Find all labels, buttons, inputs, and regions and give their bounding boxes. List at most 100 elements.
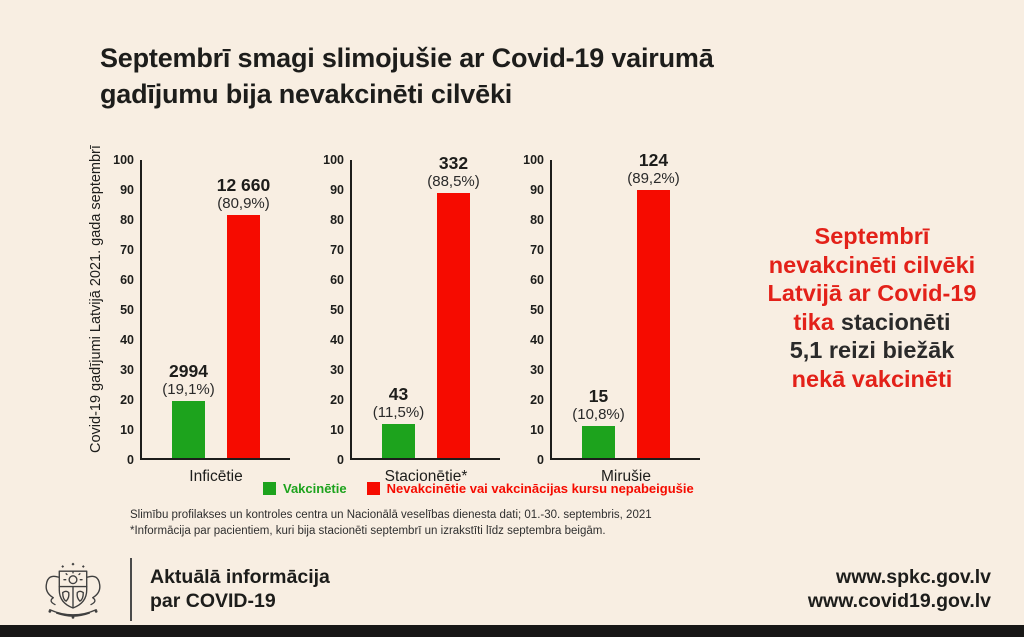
callout-line2: nevakcinēti cilvēki — [768, 251, 976, 278]
bar-group-vaccinated: 2994 (19,1%) — [162, 361, 215, 458]
y-axis-tick: 50 — [120, 303, 134, 317]
y-axis-tick: 60 — [530, 273, 544, 287]
bar-percent: (80,9%) — [217, 195, 270, 213]
bar-count: 15 — [588, 385, 609, 406]
y-axis-tick: 70 — [530, 243, 544, 257]
callout-line4: tika stacionēti — [742, 308, 1002, 337]
bar-percent: (10,8%) — [572, 405, 625, 423]
y-axis-tick: 70 — [330, 243, 344, 257]
footer-urls: www.spkc.gov.lv www.covid19.gov.lv — [808, 565, 991, 613]
y-axis-tick: 80 — [120, 213, 134, 227]
chart-mirusie: 100 90 80 70 60 50 40 30 20 10 0 15 (10,8%) 124 (8… — [514, 151, 724, 494]
chart-inficetie: 100 90 80 70 60 50 40 30 20 10 0 2994 (19,1%) 12 6… — [104, 154, 314, 494]
y-axis-tick: 100 — [113, 153, 134, 167]
callout-line6: nekā vakcinēti — [791, 365, 953, 392]
plot-area: 43 (11,5%) 332 (88,5%) — [350, 153, 500, 460]
callout-line5: 5,1 reizi biežāk — [789, 337, 955, 363]
y-axis-tick: 90 — [120, 183, 134, 197]
callout-line1: Septembrī — [814, 223, 930, 249]
callout-line4-red: tika — [793, 308, 834, 335]
bar-value-label: 15 (10,8%) — [524, 385, 674, 426]
y-axis-tick: 80 — [530, 213, 544, 227]
bar-value-label: 43 (11,5%) — [324, 383, 474, 424]
y-axis-tick: 50 — [530, 303, 544, 317]
legend-swatch-red — [366, 482, 380, 495]
y-axis-ticks: 100 90 80 70 60 50 40 30 20 10 0 — [104, 153, 134, 467]
footnotes: Slimību profilakses un kontroles centra … — [130, 507, 652, 539]
bar-percent: (88,5%) — [427, 172, 480, 190]
y-axis-tick: 40 — [120, 333, 134, 347]
legend-label: Vakcinētie — [283, 481, 347, 496]
bar-value-label: 332 (88,5%) — [379, 152, 529, 193]
bottom-bar — [0, 625, 1024, 637]
bar-value-label: 12 660 (80,9%) — [169, 176, 319, 215]
bar-group-vaccinated: 43 (11,5%) — [373, 384, 424, 458]
bar-unvaccinated — [637, 190, 670, 458]
footnote-source: Slimību profilakses un kontroles centra … — [130, 509, 652, 521]
footnote-asterisk: *Informācija par pacientiem, kuri bija s… — [130, 525, 606, 537]
bar-group-vaccinated: 15 (10,8%) — [572, 386, 625, 458]
y-axis-tick: 100 — [323, 153, 344, 167]
legend-label: Nevakcinētie vai vakcinācijas kursu nepa… — [386, 481, 694, 496]
y-axis-tick: 30 — [330, 363, 344, 377]
category-label: Mirušie — [601, 468, 651, 485]
y-axis-tick: 90 — [330, 183, 344, 197]
bar-percent: (89,2%) — [627, 170, 680, 188]
y-axis-tick: 40 — [330, 333, 344, 347]
y-axis-tick: 30 — [120, 363, 134, 377]
y-axis-tick: 20 — [330, 393, 344, 407]
bar-vaccinated — [382, 423, 415, 458]
bar-group-unvaccinated: 12 660 (80,9%) — [217, 176, 270, 458]
chart-stacionetie: 100 90 80 70 60 50 40 30 20 10 0 43 (11,5%) 332 (8… — [314, 153, 524, 494]
category-label: Inficētie — [189, 468, 243, 485]
y-axis-ticks: 100 90 80 70 60 50 40 30 20 10 0 — [314, 153, 344, 467]
y-axis-tick: 80 — [330, 213, 344, 227]
footer-url-spkc: www.spkc.gov.lv — [836, 566, 991, 588]
y-axis-tick: 20 — [530, 393, 544, 407]
page-title: Septembrī smagi slimojušie ar Covid-19 v… — [100, 40, 714, 112]
bar-count: 124 — [638, 150, 669, 171]
bar-unvaccinated — [227, 215, 260, 458]
y-axis-tick: 0 — [337, 453, 344, 467]
bar-vaccinated — [582, 425, 615, 458]
page-title-line2: gadījumu bija nevakcinēti cilvēki — [100, 79, 513, 109]
bar-percent: (11,5%) — [372, 403, 425, 421]
callout-line4-dark: stacionēti — [840, 308, 951, 335]
bar-value-label: 124 (89,2%) — [579, 151, 729, 190]
footer-info: Aktuālā informācija par COVID-19 — [150, 565, 330, 613]
y-axis-tick: 0 — [127, 453, 134, 467]
callout-line3: Latvijā ar Covid-19 — [767, 280, 977, 306]
bar-count: 332 — [438, 152, 469, 173]
bar-group-unvaccinated: 332 (88,5%) — [427, 153, 480, 458]
y-axis-tick: 50 — [330, 303, 344, 317]
legend-item-unvaccinated: Nevakcinētie vai vakcinācijas kursu nepa… — [366, 481, 694, 496]
bar-unvaccinated — [437, 192, 470, 458]
y-axis-tick: 10 — [530, 423, 544, 437]
footer-info-line1: Aktuālā informācija — [150, 566, 330, 588]
y-axis-tick: 60 — [120, 273, 134, 287]
y-axis-tick: 100 — [523, 153, 544, 167]
bar-percent: (19,1%) — [162, 380, 215, 398]
footer-url-covid19: www.covid19.gov.lv — [807, 590, 991, 612]
y-axis-tick: 40 — [530, 333, 544, 347]
y-axis-tick: 90 — [530, 183, 544, 197]
y-axis-tick: 30 — [530, 363, 544, 377]
page-title-line1: Septembrī smagi slimojušie ar Covid-19 v… — [100, 43, 714, 73]
y-axis-tick: 20 — [120, 393, 134, 407]
legend-swatch-green — [263, 482, 276, 495]
bar-count: 2994 — [169, 360, 208, 381]
plot-area: 15 (10,8%) 124 (89,2%) — [550, 151, 700, 460]
bar-count: 43 — [388, 383, 409, 404]
y-axis-tick: 70 — [120, 243, 134, 257]
footer-divider — [130, 558, 132, 621]
y-axis-ticks: 100 90 80 70 60 50 40 30 20 10 0 — [514, 153, 544, 467]
legend-item-vaccinated: Vakcinētie — [263, 481, 347, 496]
y-axis-tick: 10 — [120, 423, 134, 437]
bar-count: 12 660 — [216, 175, 271, 196]
callout-text: Septembrī nevakcinēti cilvēki Latvijā ar… — [742, 222, 1002, 393]
y-axis-title: Covid-19 gadījumi Latvijā 2021. gada sep… — [88, 145, 104, 453]
footer-info-line2: par COVID-19 — [150, 590, 276, 612]
y-axis-tick: 0 — [537, 453, 544, 467]
bar-value-label: 2994 (19,1%) — [114, 360, 264, 401]
